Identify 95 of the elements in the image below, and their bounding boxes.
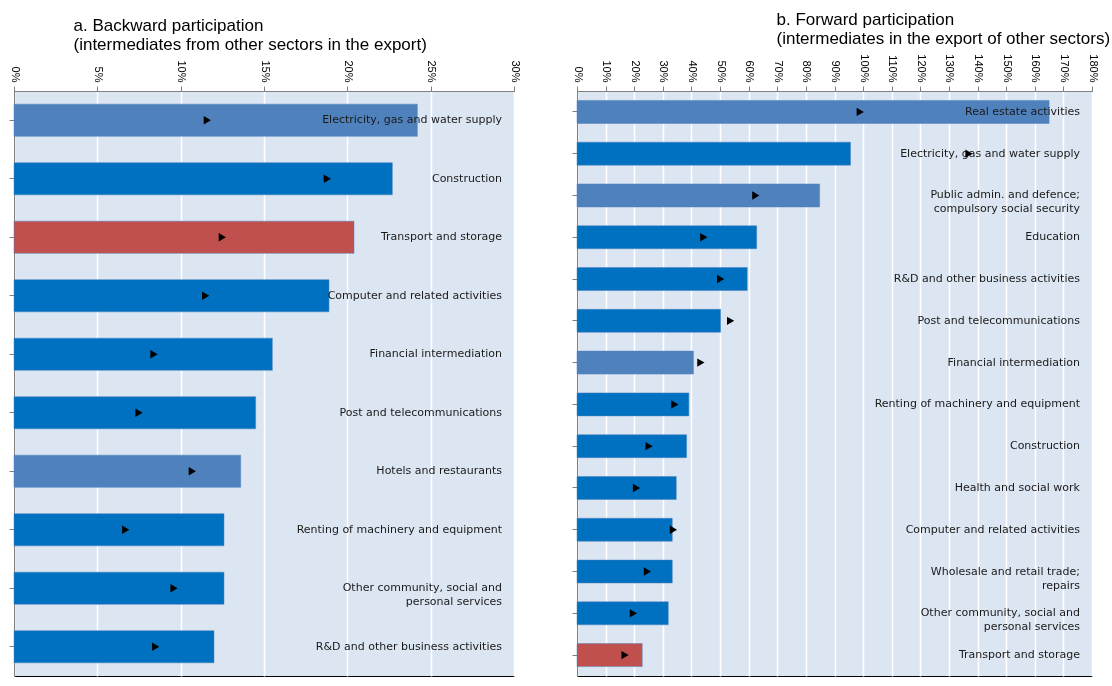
- category-label: Public admin. and defence; compulsory social security: [930, 188, 1080, 216]
- point: [152, 642, 160, 651]
- x-tick-label: 5%: [92, 66, 105, 83]
- x-tick-label: 100%: [858, 54, 871, 83]
- category-label: Construction: [431, 171, 502, 185]
- x-tick-label: 40%: [686, 60, 699, 83]
- bar: [576, 350, 694, 375]
- point: [621, 650, 629, 660]
- x-tick-label: 50%: [715, 60, 728, 83]
- point: [629, 609, 637, 618]
- category-label: Construction: [1009, 439, 1080, 453]
- x-tick-label: 60%: [744, 60, 757, 83]
- bar: [13, 454, 241, 488]
- point: [135, 408, 143, 417]
- bar: [13, 220, 355, 254]
- bar: [576, 559, 673, 584]
- point: [323, 174, 331, 183]
- x-tick-label: 15%: [259, 60, 272, 83]
- category-label: Financial intermediation: [369, 347, 502, 361]
- chart-subtitle: (intermediates in the export of other sectors): [776, 28, 1111, 48]
- x-tick-label: 0%: [572, 66, 585, 83]
- category-label: Education: [1025, 230, 1080, 244]
- x-tick-label: 30%: [509, 60, 522, 83]
- x-tick-label: 120%: [915, 54, 928, 83]
- bar: [576, 643, 643, 667]
- point: [122, 525, 130, 534]
- x-tick-label: 130%: [944, 54, 957, 83]
- x-tick-label: 0%: [9, 66, 22, 83]
- category-label: Health and social work: [954, 480, 1080, 494]
- bar: [576, 434, 687, 458]
- category-label: Other community, social and personal services: [342, 581, 502, 609]
- bar: [13, 630, 215, 664]
- category-label: Hotels and restaurants: [376, 464, 502, 478]
- point: [856, 107, 864, 117]
- category-label: Computer and related activities: [905, 522, 1080, 536]
- bar: [576, 392, 690, 417]
- x-tick-label: 10%: [176, 60, 189, 83]
- point: [202, 291, 210, 300]
- point: [727, 316, 735, 325]
- x-tick-label: 170%: [1058, 54, 1071, 83]
- x-tick-label: 10%: [601, 60, 614, 83]
- bar: [576, 225, 757, 249]
- point: [752, 191, 760, 200]
- point: [669, 525, 678, 534]
- bar: [576, 309, 721, 333]
- category-label: Renting of machinery and equipment: [296, 522, 502, 536]
- category-label: R&D and other business activities: [893, 272, 1080, 286]
- bar: [13, 571, 225, 605]
- bar: [576, 476, 677, 500]
- bar: [13, 396, 256, 430]
- x-tick-label: 150%: [1001, 54, 1014, 83]
- x-tick-label: 20%: [342, 60, 355, 83]
- category-label: Financial intermediation: [947, 355, 1080, 369]
- point: [632, 483, 641, 493]
- point: [697, 358, 705, 367]
- category-label: R&D and other business activities: [315, 639, 502, 653]
- bar: [576, 601, 669, 626]
- category-label: Post and telecommunications: [917, 313, 1080, 327]
- point: [643, 567, 652, 576]
- category-label: Other community, social and personal services: [920, 606, 1080, 634]
- point: [671, 400, 679, 409]
- point: [700, 233, 708, 242]
- bar: [13, 513, 225, 547]
- bar: [576, 141, 851, 166]
- x-tick-label: 80%: [801, 60, 814, 83]
- bar: [576, 267, 748, 291]
- category-label: Wholesale and retail trade; repairs: [930, 564, 1080, 592]
- x-tick-label: 25%: [426, 60, 439, 83]
- category-label: Post and telecommunications: [339, 405, 502, 419]
- point: [203, 116, 211, 125]
- point: [188, 467, 196, 476]
- x-tick-label: 140%: [973, 54, 986, 83]
- bar: [13, 162, 393, 196]
- x-tick-label: 180%: [1087, 54, 1100, 83]
- x-tick-label: 30%: [658, 60, 671, 83]
- x-tick-label: 70%: [772, 60, 785, 83]
- category-label: Renting of machinery and equipment: [874, 397, 1080, 411]
- bar: [13, 337, 273, 371]
- x-tick-label: 110%: [887, 55, 900, 83]
- bar: [13, 279, 330, 313]
- x-tick-label: 160%: [1030, 54, 1043, 83]
- chart-title: b. Forward participation: [776, 9, 955, 29]
- point: [170, 584, 178, 593]
- point: [150, 350, 158, 359]
- category-label: Transport and storage: [380, 230, 502, 244]
- x-tick-label: 90%: [830, 60, 842, 83]
- chart-subtitle: (intermediates from other sectors in the export): [73, 34, 427, 54]
- point: [645, 442, 653, 451]
- bar: [576, 183, 820, 208]
- category-label: Transport and storage: [958, 648, 1080, 662]
- chart-title: a. Backward participation: [73, 15, 264, 35]
- x-tick-label: 20%: [629, 60, 642, 83]
- bar: [576, 518, 673, 542]
- point: [717, 274, 725, 284]
- point: [218, 233, 226, 242]
